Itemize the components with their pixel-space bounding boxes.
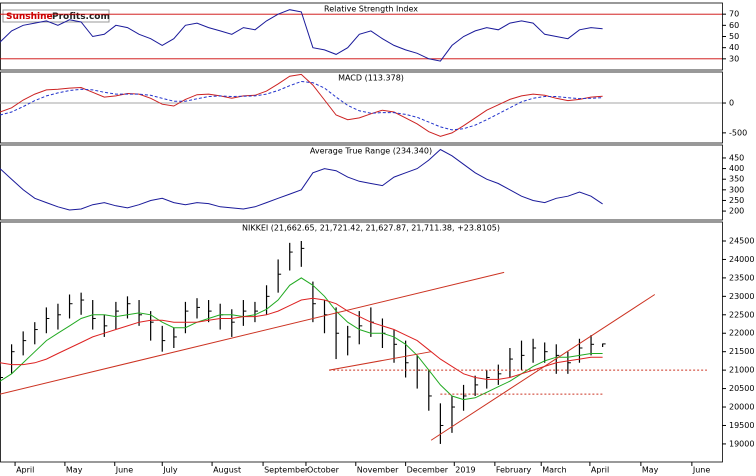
panel-title: MACD (113.378) <box>338 74 404 83</box>
series-line <box>0 9 603 62</box>
y-tick-label: 21500 <box>729 347 754 356</box>
x-tick-label: May <box>66 466 83 475</box>
series-line <box>0 80 603 131</box>
y-tick-label: 22500 <box>729 310 754 319</box>
y-tick-label: 19500 <box>729 421 754 430</box>
y-tick-label: 250 <box>729 196 744 205</box>
trendline <box>430 294 656 441</box>
panel-frame <box>0 71 723 144</box>
x-tick-label: April <box>16 466 34 475</box>
panel-frame <box>0 221 723 463</box>
y-tick-label: 24500 <box>729 237 754 246</box>
x-tick-label: May <box>642 466 659 475</box>
y-tick-label: 23000 <box>729 292 754 301</box>
y-tick-label: 19000 <box>729 439 754 448</box>
y-tick-label: 300 <box>729 185 744 194</box>
trendline <box>329 351 432 371</box>
y-tick-label: 400 <box>729 164 744 173</box>
y-tick-label: 0 <box>729 99 734 108</box>
y-tick-label: 70 <box>729 10 739 19</box>
x-tick-label: June <box>115 466 133 475</box>
series-line <box>0 277 603 401</box>
series-line <box>0 73 603 137</box>
y-tick-label: 200 <box>729 207 744 216</box>
y-tick-label: 30 <box>729 54 739 63</box>
x-tick-label: 2019 <box>455 466 475 475</box>
y-tick-label: 40 <box>729 43 739 52</box>
y-tick-label: 20000 <box>729 403 754 412</box>
x-tick-label: October <box>307 466 340 475</box>
x-tick-label: September <box>264 466 309 475</box>
trendline <box>0 271 505 395</box>
x-tick-label: December <box>407 466 449 475</box>
x-tick-label: July <box>162 466 178 475</box>
x-tick-label: August <box>213 466 241 475</box>
y-tick-label: 23500 <box>729 273 754 282</box>
logo-box <box>2 9 110 23</box>
y-tick-label: 24000 <box>729 255 754 264</box>
x-tick-label: November <box>357 466 399 475</box>
y-tick-label: 50 <box>729 32 739 41</box>
y-tick-label: 22000 <box>729 329 754 338</box>
logo-sunshine: Sunshine <box>6 12 53 22</box>
x-tick-label: March <box>542 466 566 475</box>
panel-title: Average True Range (234.340) <box>310 147 432 156</box>
y-tick-label: 20500 <box>729 384 754 393</box>
series-line <box>0 297 603 380</box>
x-tick-label: April <box>591 466 609 475</box>
panel-title: Relative Strength Index <box>324 5 418 14</box>
y-tick-label: 21000 <box>729 366 754 375</box>
x-tick-label: February <box>496 466 532 475</box>
x-tick-label: June <box>692 466 711 475</box>
y-tick-label: 350 <box>729 175 744 184</box>
y-tick-label: 60 <box>729 21 739 30</box>
panel-frame <box>0 144 723 221</box>
y-tick-label: 450 <box>729 153 744 162</box>
logo-profits: Profits.com <box>52 12 110 22</box>
panel-title: NIKKEI (21,662.65, 21,721.42, 21,627.87,… <box>242 224 500 233</box>
series-line <box>0 148 603 211</box>
y-tick-label: -500 <box>729 128 747 137</box>
